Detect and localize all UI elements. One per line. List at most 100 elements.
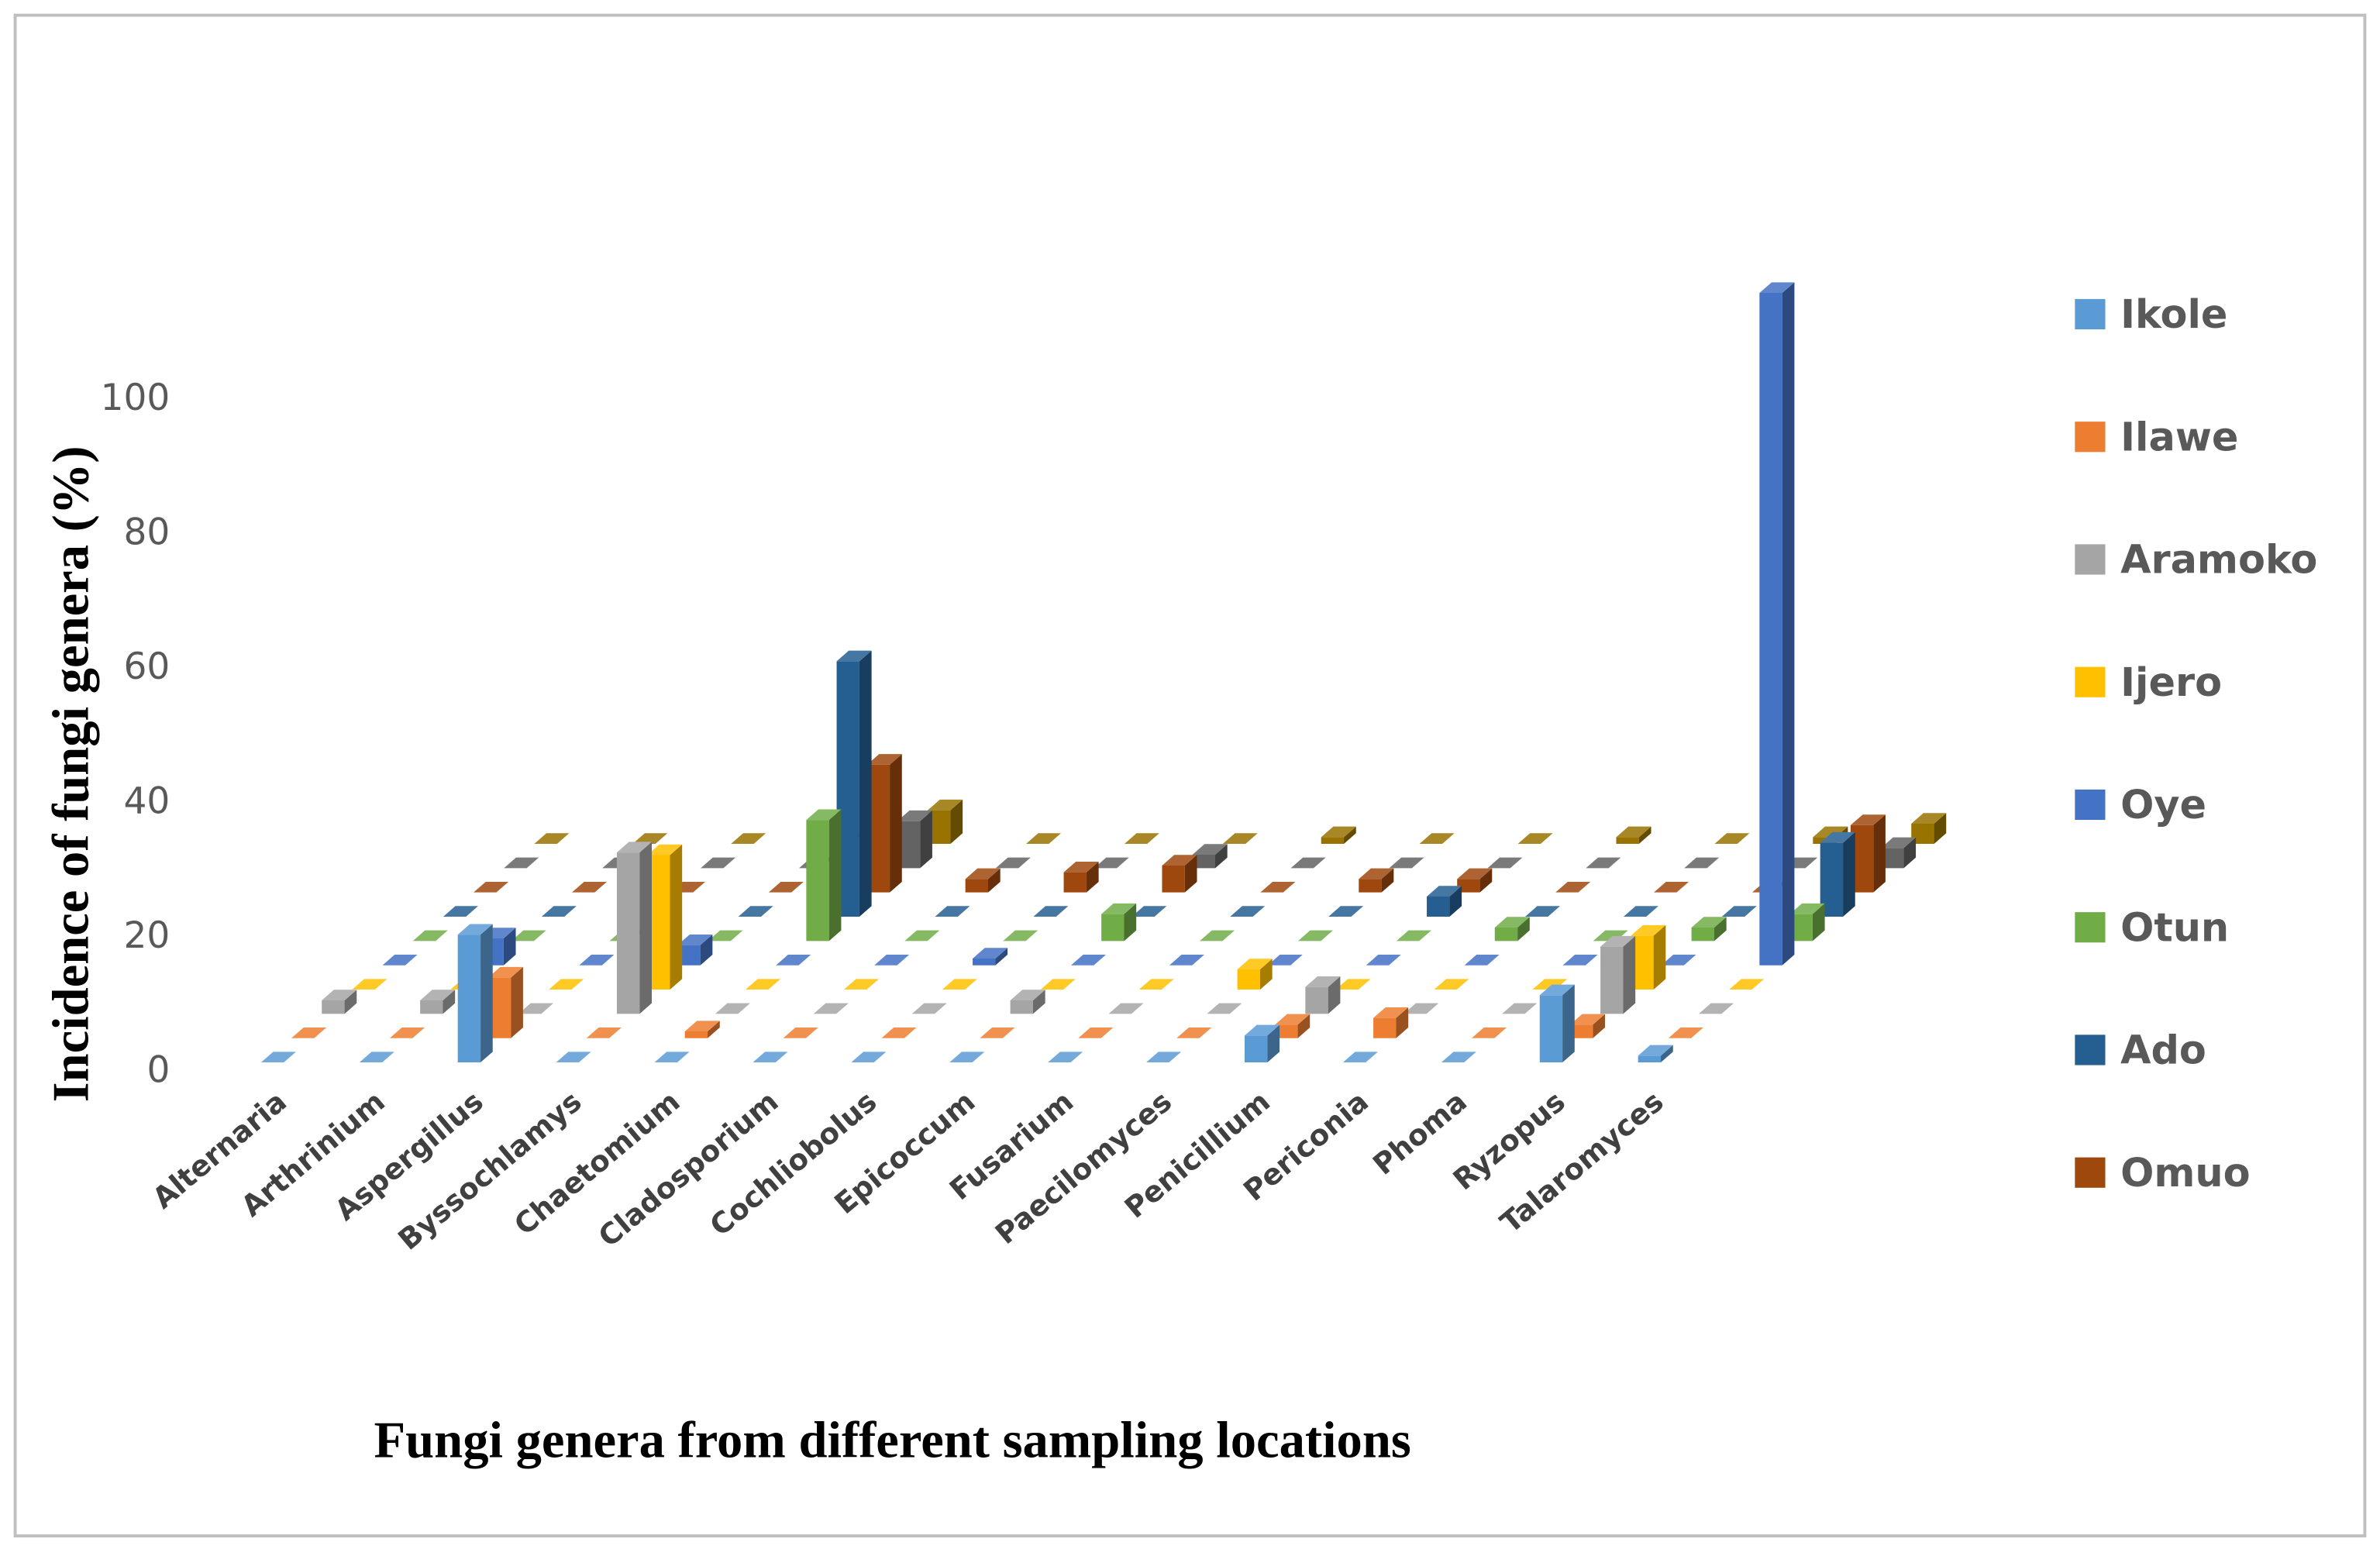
bar (616, 842, 652, 1014)
bar-top (322, 990, 357, 1001)
bar (843, 979, 879, 990)
bar (897, 810, 932, 869)
bar-front (1359, 879, 1382, 893)
bar-top (541, 906, 577, 917)
y-tick-label: 60 (124, 645, 170, 688)
bar-top (1517, 833, 1553, 845)
bar-side (1812, 903, 1825, 941)
bar-top (1260, 881, 1296, 893)
bar-top (973, 948, 1008, 959)
bar-top (1131, 906, 1167, 917)
bar (1427, 886, 1462, 917)
bar-front (1539, 995, 1563, 1063)
bar (1003, 930, 1038, 941)
bar (1146, 1052, 1182, 1063)
legend-label: Ado (2120, 1028, 2206, 1074)
bar (1260, 881, 1296, 893)
bar (549, 979, 584, 990)
legend-label: Aramoko (2120, 538, 2317, 583)
bar-top (1502, 1003, 1538, 1014)
bar (412, 930, 448, 941)
bar-top (1569, 1014, 1605, 1025)
bar-front (1638, 1055, 1662, 1063)
bar-top (504, 857, 539, 869)
bar (1138, 979, 1174, 990)
bar-top (874, 954, 910, 966)
bar-side (1638, 826, 1652, 845)
bar (1759, 282, 1795, 966)
bar (1207, 1003, 1242, 1014)
bar (1721, 906, 1757, 917)
bar-side (1328, 976, 1341, 1014)
bar (1297, 930, 1333, 941)
bar-top (1275, 1014, 1311, 1025)
bar-side (988, 868, 1001, 893)
bar-front (1427, 896, 1450, 917)
bar (1063, 861, 1099, 893)
bar-side (480, 924, 493, 1063)
bar-top (904, 930, 940, 941)
bar-side (1215, 844, 1228, 869)
bar-top (1661, 954, 1696, 966)
bar-top (881, 1027, 917, 1038)
legend-label: Otun (2120, 905, 2229, 951)
bar (1169, 954, 1204, 966)
bar-front (1237, 969, 1260, 990)
bar-top (1094, 857, 1129, 869)
bar (1789, 903, 1825, 941)
bar-side (828, 809, 842, 941)
bar-top (1328, 906, 1364, 917)
bar-side (1623, 935, 1636, 1014)
bar-front (1321, 837, 1345, 845)
bar (731, 833, 766, 845)
bar-top (616, 842, 652, 853)
bar-front (897, 821, 921, 869)
bar (701, 857, 736, 869)
bar (654, 1052, 690, 1063)
bar-top (753, 1052, 788, 1063)
bar-top (746, 979, 781, 990)
legend-swatch (2075, 1157, 2106, 1188)
bar-side (1124, 903, 1137, 941)
bar-top (1335, 979, 1371, 990)
bar-top (1033, 906, 1069, 917)
bar-top (260, 1052, 296, 1063)
bar-top (1078, 1027, 1114, 1038)
bar-top (783, 1027, 818, 1038)
bar (352, 979, 387, 990)
bar-top (851, 1052, 887, 1063)
bar-side (1903, 837, 1917, 869)
bar-front (1600, 946, 1624, 1014)
bar-top (738, 906, 773, 917)
bar-top (1003, 930, 1038, 941)
bar-top (1631, 924, 1666, 936)
bar-top (1434, 979, 1469, 990)
bar-top (1729, 979, 1765, 990)
frame (13, 13, 2367, 1538)
bar-front (1789, 914, 1813, 941)
bar-top (1146, 1052, 1182, 1063)
bar-top (866, 754, 902, 765)
bar-top (843, 979, 879, 990)
bar-top (813, 1003, 849, 1014)
bar (1222, 833, 1258, 845)
bar (1070, 954, 1106, 966)
bar-front (1759, 293, 1782, 966)
bar-top (412, 930, 448, 941)
bar-front (1063, 872, 1087, 893)
bar-top (1366, 954, 1401, 966)
bar-top (1305, 976, 1341, 987)
bar-top (1321, 826, 1356, 838)
bar-front (1911, 823, 1934, 845)
bar-side (708, 1021, 720, 1038)
bar-top (1524, 906, 1560, 917)
bar-side (859, 650, 872, 917)
bar-top (654, 1052, 690, 1063)
bar-top (1789, 903, 1825, 914)
bar-top (443, 906, 478, 917)
legend-swatch (2075, 666, 2106, 697)
bar-side (1593, 1014, 1605, 1038)
bar-top (1176, 1027, 1212, 1038)
bar-side (1873, 814, 1886, 893)
bar-front (1275, 1024, 1298, 1038)
